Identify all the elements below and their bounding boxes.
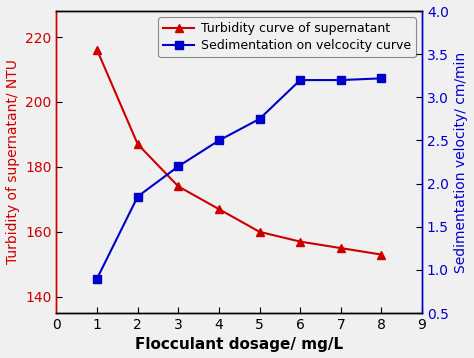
X-axis label: Flocculant dosage/ mg/L: Flocculant dosage/ mg/L xyxy=(135,338,343,352)
Turbidity curve of supernatant xyxy=(257,230,263,234)
Sedimentation on velcocity curve xyxy=(135,194,141,199)
Sedimentation on velcocity curve xyxy=(379,76,384,81)
Legend: Turbidity curve of supernatant, Sedimentation on velcocity curve: Turbidity curve of supernatant, Sediment… xyxy=(158,17,416,57)
Line: Turbidity curve of supernatant: Turbidity curve of supernatant xyxy=(93,46,385,259)
Turbidity curve of supernatant xyxy=(135,142,141,146)
Sedimentation on velcocity curve xyxy=(257,117,263,121)
Y-axis label: Turbidity of supernatant/ NTU: Turbidity of supernatant/ NTU xyxy=(6,59,19,265)
Sedimentation on velcocity curve xyxy=(297,78,303,82)
Turbidity curve of supernatant xyxy=(297,240,303,244)
Turbidity curve of supernatant xyxy=(338,246,344,250)
Line: Sedimentation on velcocity curve: Sedimentation on velcocity curve xyxy=(93,74,385,283)
Sedimentation on velcocity curve xyxy=(175,164,181,169)
Sedimentation on velcocity curve xyxy=(338,78,344,82)
Turbidity curve of supernatant xyxy=(216,207,222,211)
Turbidity curve of supernatant xyxy=(94,48,100,52)
Y-axis label: Sedimentation velocity/ cm/min: Sedimentation velocity/ cm/min xyxy=(455,52,468,272)
Turbidity curve of supernatant xyxy=(379,252,384,257)
Sedimentation on velcocity curve xyxy=(216,138,222,142)
Turbidity curve of supernatant xyxy=(175,184,181,189)
Sedimentation on velcocity curve xyxy=(94,276,100,281)
